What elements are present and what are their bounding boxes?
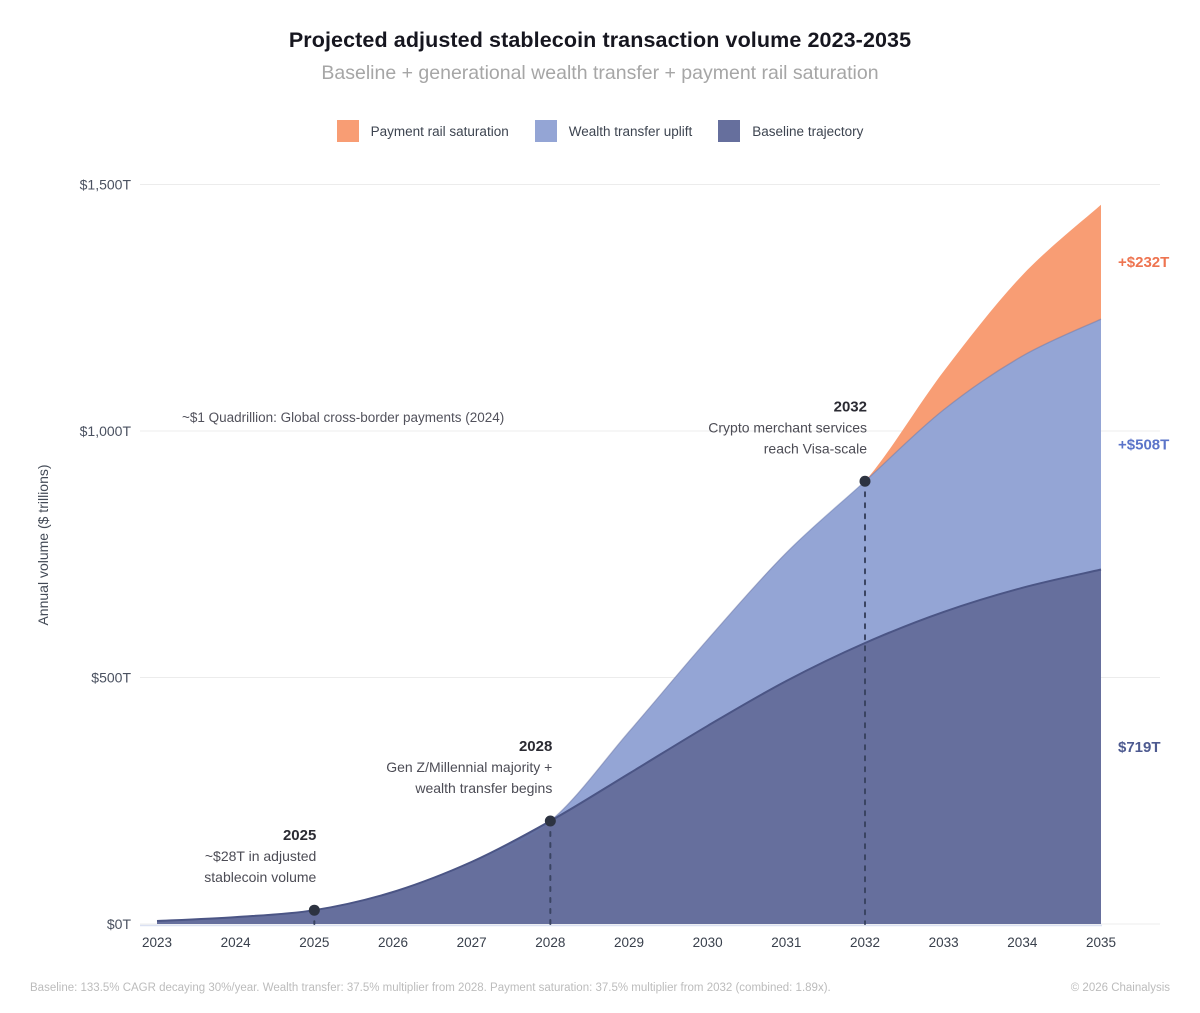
chart-header: Projected adjusted stablecoin transactio… <box>0 28 1200 85</box>
x-tick-label: 2030 <box>693 935 723 950</box>
chart-subtitle: Baseline + generational wealth transfer … <box>321 62 879 84</box>
legend: Payment rail saturation Wealth transfer u… <box>0 120 1200 142</box>
end-label-payment-rail-saturation: +$232T <box>1118 254 1169 271</box>
x-tick-label: 2025 <box>299 935 329 950</box>
legend-swatch-icon <box>534 120 557 142</box>
footnote-copyright: © 2026 Chainalysis <box>1070 982 1170 994</box>
x-tick-label: 2029 <box>614 935 644 950</box>
legend-item-1: Wealth transfer uplift <box>534 120 693 142</box>
reference-note: ~$1 Quadrillion: Global cross-border pay… <box>182 410 504 425</box>
legend-label: Wealth transfer uplift <box>568 123 693 139</box>
x-tick-label: 2026 <box>378 935 408 950</box>
milestone-dot <box>544 815 556 827</box>
legend-item-2: Baseline trajectory <box>718 120 863 142</box>
y-tick-label: $1,500T <box>80 177 132 193</box>
milestone-text-line: reach Visa-scale <box>764 440 867 456</box>
x-tick-label: 2023 <box>142 935 172 950</box>
x-tick-label: 2027 <box>457 935 487 950</box>
legend-swatch-icon <box>718 120 741 142</box>
x-tick-label: 2033 <box>929 935 959 950</box>
legend-label: Payment rail saturation <box>370 123 509 139</box>
legend-swatch-icon <box>336 120 359 142</box>
x-tick-label: 2024 <box>221 935 252 950</box>
x-tick-label: 2031 <box>771 935 801 950</box>
legend-label: Baseline trajectory <box>752 123 864 139</box>
milestone-text-line: ~$28T in adjusted <box>205 848 316 864</box>
legend-item-0: Payment rail saturation <box>336 120 509 142</box>
x-tick-label: 2028 <box>535 935 565 950</box>
milestone-text-line: Crypto merchant services <box>708 419 867 435</box>
end-label-wealth-transfer-uplift: +$508T <box>1118 436 1169 453</box>
y-tick-label: $500T <box>91 670 131 686</box>
milestone-dot <box>308 904 320 916</box>
milestone-year: 2028 <box>519 738 552 755</box>
y-axis-title: Annual volume ($ trillions) <box>35 464 51 625</box>
footnote-methodology: Baseline: 133.5% CAGR decaying 30%/year.… <box>30 982 831 994</box>
y-tick-label: $1,000T <box>80 423 132 439</box>
y-tick-label: $0T <box>107 916 132 932</box>
chart-title: Projected adjusted stablecoin transactio… <box>288 28 912 52</box>
x-tick-label: 2034 <box>1007 935 1038 950</box>
x-tick-label: 2035 <box>1086 935 1116 950</box>
x-tick-label: 2032 <box>850 935 880 950</box>
milestone-text-line: stablecoin volume <box>204 869 316 885</box>
milestone-year: 2025 <box>283 827 316 844</box>
milestone-text-line: Gen Z/Millennial majority + <box>386 759 552 775</box>
milestone-text-line: wealth transfer begins <box>414 780 552 796</box>
end-label-baseline-trajectory: $719T <box>1118 739 1161 756</box>
footer: Baseline: 133.5% CAGR decaying 30%/year.… <box>30 982 1170 994</box>
milestone-dot <box>859 475 871 487</box>
milestone-year: 2032 <box>834 398 867 415</box>
